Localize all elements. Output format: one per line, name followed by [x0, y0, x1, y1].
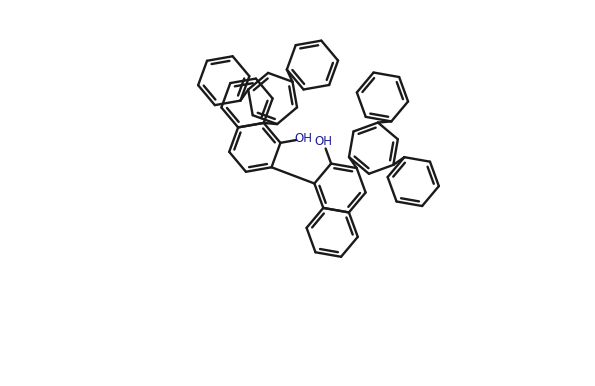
Text: OH: OH: [314, 135, 332, 149]
Text: OH: OH: [294, 132, 312, 146]
